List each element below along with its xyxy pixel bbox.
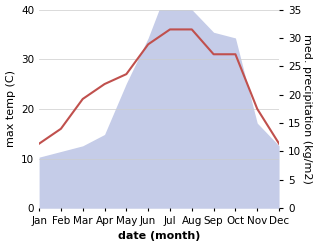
Y-axis label: max temp (C): max temp (C) [5, 70, 16, 147]
X-axis label: date (month): date (month) [118, 231, 200, 242]
Y-axis label: med. precipitation (kg/m2): med. precipitation (kg/m2) [302, 34, 313, 184]
